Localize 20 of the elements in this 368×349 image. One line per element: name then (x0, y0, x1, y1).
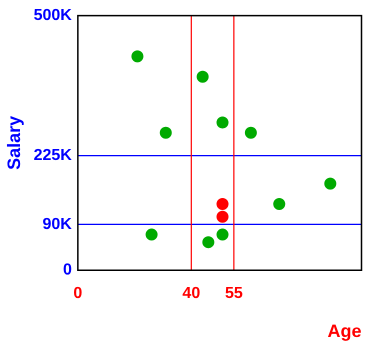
y-tick-label: 0 (62, 262, 72, 279)
point (160, 126, 172, 139)
x-tick-label: 40 (182, 285, 200, 302)
point (131, 50, 144, 62)
point (216, 198, 229, 210)
point (202, 236, 214, 248)
point (216, 228, 229, 241)
point (196, 70, 209, 83)
point (324, 178, 336, 190)
y-tick-label: 225K (34, 147, 72, 164)
y-axis-title: Salary (4, 116, 24, 170)
y-tick-label: 500K (34, 7, 72, 24)
x-tick-label: 55 (224, 285, 243, 302)
point (216, 210, 229, 223)
y-tick-label: 90K (42, 216, 72, 233)
point (146, 228, 158, 241)
point (273, 198, 286, 210)
x-axis-title: Age (327, 321, 362, 342)
point (244, 126, 257, 139)
point (216, 116, 229, 129)
